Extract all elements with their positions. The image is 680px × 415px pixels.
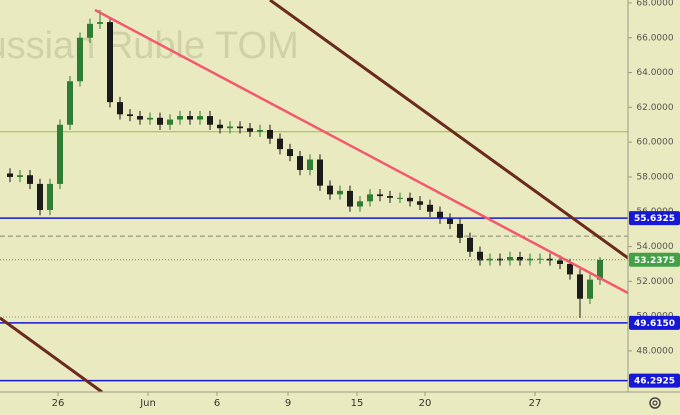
candle-body — [327, 185, 333, 195]
price-tag-label: 49.6150 — [634, 319, 675, 329]
y-tick-label: 58.0000 — [636, 172, 673, 182]
price-tag-label: 46.2925 — [634, 377, 675, 387]
candle-body — [197, 116, 203, 120]
settings-icon[interactable] — [649, 397, 661, 409]
candle-body — [337, 190, 343, 195]
candle-body — [537, 258, 543, 260]
candle-body — [157, 117, 163, 125]
candle-body — [237, 126, 243, 129]
time-axis — [0, 392, 680, 415]
candle-body — [307, 159, 313, 170]
y-tick-label: 68.0000 — [636, 0, 673, 8]
candle-body — [507, 256, 513, 261]
candle-body — [207, 116, 213, 125]
candle-body — [257, 129, 263, 132]
candle-body — [77, 37, 83, 82]
candle-body — [147, 117, 153, 120]
candle-body — [137, 116, 143, 120]
candle-body — [437, 211, 443, 219]
candle-body — [57, 124, 63, 184]
candle-body — [27, 175, 33, 184]
y-tick-label: 48.0000 — [636, 346, 673, 356]
price-tag — [629, 373, 680, 388]
candle-body — [417, 201, 423, 205]
candle-body — [577, 274, 583, 299]
price-tag-label: 53.2375 — [634, 256, 675, 266]
y-tick-label: 64.0000 — [636, 68, 673, 78]
candle-body — [387, 196, 393, 198]
x-tick-label: Jun — [139, 398, 156, 409]
candle-body — [527, 258, 533, 261]
candle-body — [127, 114, 133, 117]
candle-body — [177, 116, 183, 120]
candle-body — [87, 23, 93, 38]
candle-body — [467, 237, 473, 252]
candle-body — [497, 258, 503, 261]
candle-body — [297, 156, 303, 170]
candle-body — [457, 223, 463, 238]
candle-body — [587, 279, 593, 299]
candle-body — [557, 260, 563, 264]
candle-body — [217, 124, 223, 129]
candle-body — [17, 175, 23, 177]
y-tick-label: 62.0000 — [636, 103, 673, 113]
candle-body — [187, 116, 193, 120]
candle-body — [367, 194, 373, 202]
trend-line — [269, 0, 629, 260]
candle-body — [287, 149, 293, 157]
candle-body — [67, 81, 73, 125]
price-tag — [629, 252, 680, 267]
candle-body — [227, 126, 233, 129]
candle-body — [117, 102, 123, 115]
candle-body — [407, 197, 413, 202]
candle-body — [97, 22, 103, 24]
candle-body — [7, 173, 13, 177]
x-tick-label: 26 — [52, 398, 65, 409]
candle-body — [567, 263, 573, 275]
candle-body — [107, 22, 113, 103]
candle-body — [277, 138, 283, 150]
candle-body — [597, 259, 603, 280]
x-tick-label: 6 — [214, 398, 220, 409]
candle-body — [477, 251, 483, 261]
candle-body — [247, 128, 253, 132]
candle-body — [37, 183, 43, 211]
y-tick-label: 66.0000 — [636, 33, 673, 43]
candle-body — [517, 256, 523, 261]
price-tag-label: 55.6325 — [634, 214, 675, 224]
candle-body — [47, 183, 53, 211]
candle-body — [397, 197, 403, 199]
candle-body — [377, 194, 383, 197]
candle-body — [357, 201, 363, 207]
y-tick-label: 60.0000 — [636, 138, 673, 148]
candle-body — [427, 204, 433, 212]
y-tick-label: 52.0000 — [636, 277, 673, 287]
price-axis — [628, 0, 680, 415]
trend-line — [0, 316, 103, 394]
x-tick-label: 9 — [285, 398, 291, 409]
x-tick-label: 20 — [419, 398, 432, 409]
candle-body — [167, 119, 173, 125]
candle-body — [267, 129, 273, 139]
price-tag — [629, 211, 680, 226]
candle-body — [317, 159, 323, 186]
x-tick-label: 27 — [529, 398, 542, 409]
trend-line — [94, 8, 629, 295]
candle-body — [447, 218, 453, 224]
y-tick-label: 54.0000 — [636, 242, 673, 252]
plot-area — [0, 9, 628, 382]
price-tag — [629, 315, 680, 330]
watermark: Russian Ruble TOM — [0, 25, 299, 67]
x-tick-label: 15 — [351, 398, 364, 409]
candle-body — [347, 190, 353, 207]
